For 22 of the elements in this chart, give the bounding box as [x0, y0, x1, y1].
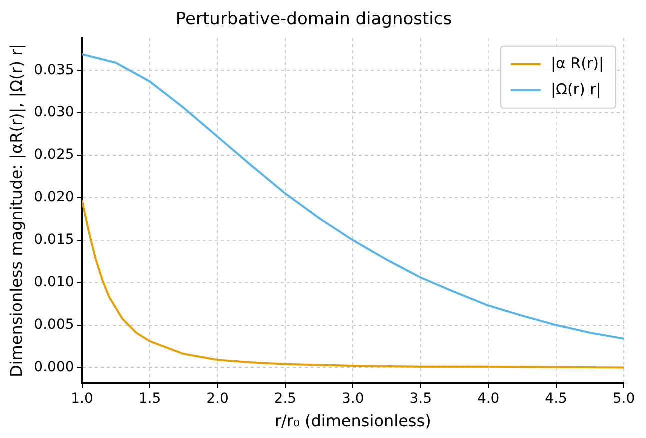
legend-label: |α R(r)|: [550, 54, 604, 72]
x-tick-label: 3.5: [410, 391, 432, 408]
y-tick-label: 0.010: [34, 274, 74, 290]
chart-title: Perturbative-domain diagnostics: [176, 10, 452, 30]
x-tick-label: 2.0: [206, 391, 229, 408]
y-tick-label: 0.035: [34, 62, 74, 78]
x-axis-title: r/r₀ (dimensionless): [274, 412, 432, 431]
y-tick-label: 0.015: [34, 232, 74, 248]
y-tick-label: 0.000: [34, 359, 74, 376]
x-tick-label: 5.0: [612, 391, 636, 408]
y-tick-label: 0.030: [34, 104, 74, 121]
y-tick-label: 0.020: [34, 190, 74, 206]
x-tick-label: 1.0: [71, 391, 94, 408]
x-tick-label: 4.5: [545, 391, 568, 408]
y-axis-title: Dimensionless magnitude: |αR(r)|, |Ω(r) r|: [6, 44, 26, 378]
y-tick-label: 0.005: [34, 316, 74, 333]
x-tick-label: 2.5: [274, 391, 297, 408]
legend-label: |Ω(r) r|: [550, 80, 602, 98]
x-tick-label: 1.5: [138, 391, 162, 408]
x-tick-label: 3.0: [342, 391, 364, 408]
x-tick-label: 4.0: [477, 391, 500, 408]
y-tick-label: 0.025: [34, 147, 74, 164]
